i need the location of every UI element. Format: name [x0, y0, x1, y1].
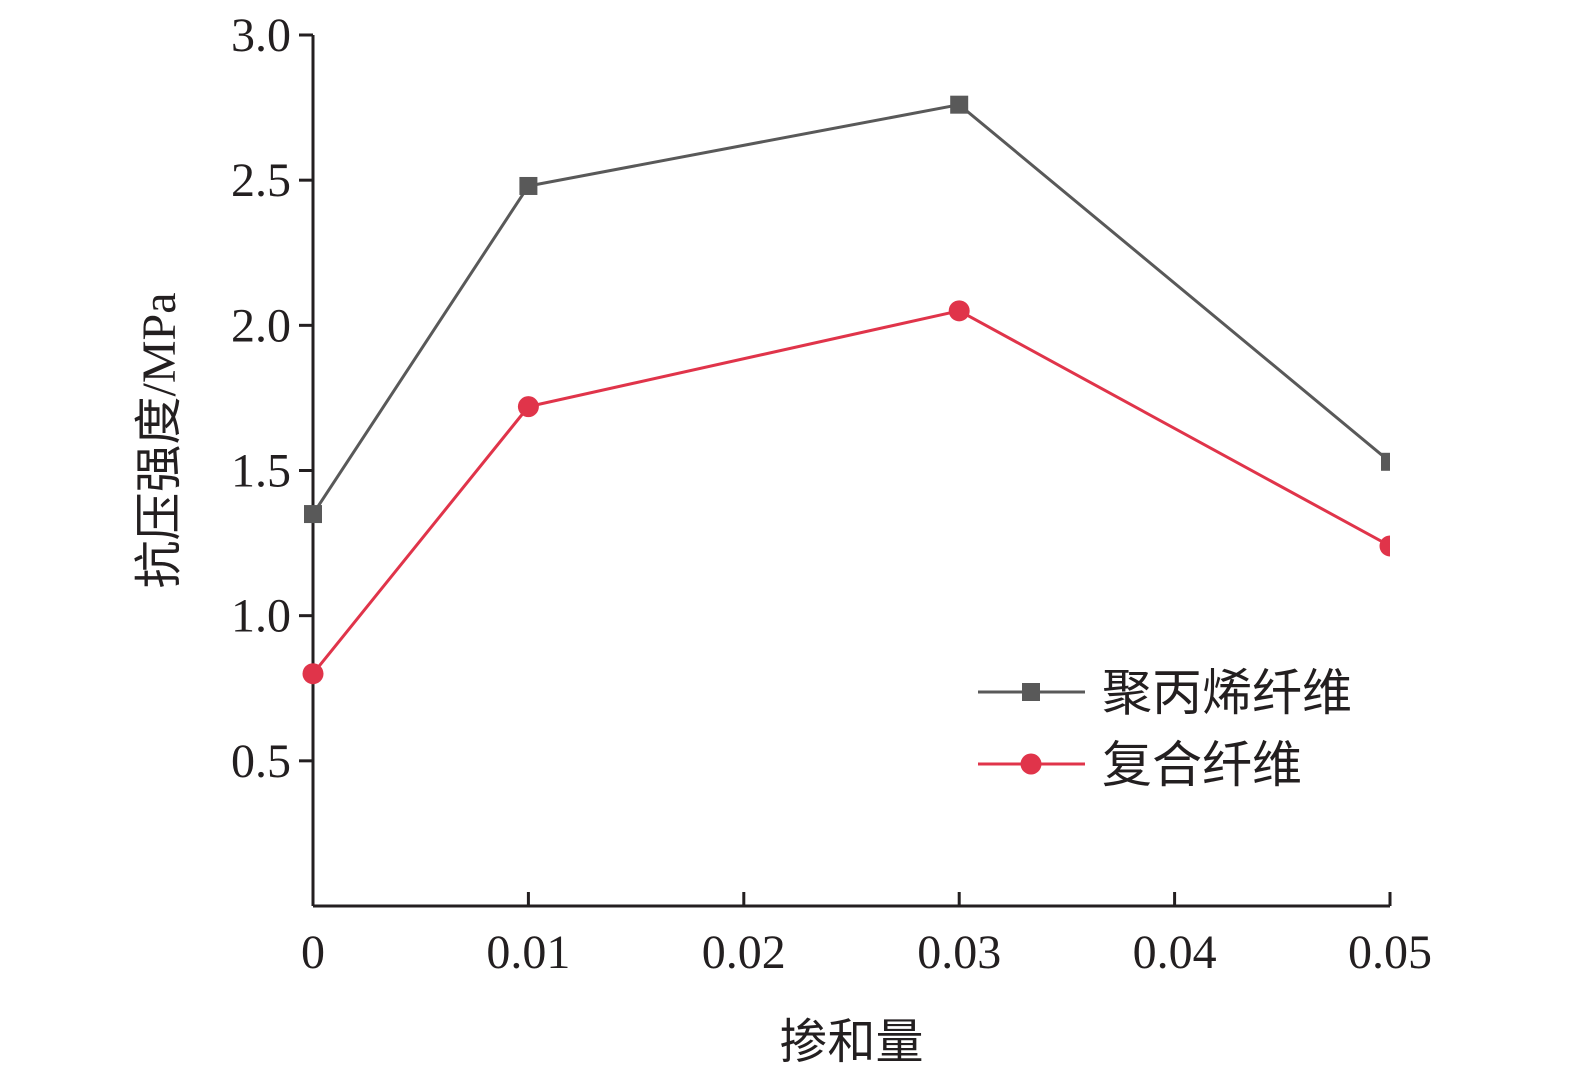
series-1 [304, 95, 1390, 524]
series-layer [302, 95, 1390, 685]
y-tick-label: 1.5 [231, 445, 291, 498]
legend-swatch-marker [1020, 753, 1042, 775]
x-tick-label: 0.01 [486, 926, 570, 979]
x-ticks: 0 0.01 0.02 0.03 0.04 0.05 [301, 892, 1432, 979]
y-tick-label: 1.0 [231, 590, 291, 643]
series-2 [302, 300, 1390, 685]
data-point [519, 176, 538, 195]
y-tick-label: 3.0 [231, 9, 291, 62]
axes: 0.5 1.0 1.5 2.0 2.5 3.0 0 0.01 0.02 0.03 0.04 0.05 [231, 9, 1432, 979]
legend-label: 复合纤维 [1102, 737, 1302, 793]
data-point [1379, 535, 1390, 557]
data-point [302, 663, 324, 685]
y-ticks: 0.5 1.0 1.5 2.0 2.5 3.0 [231, 9, 313, 788]
x-tick-label: 0.02 [702, 926, 786, 979]
data-point [948, 300, 970, 322]
x-tick-label: 0.03 [917, 926, 1001, 979]
data-point [950, 95, 969, 114]
y-tick-label: 2.0 [231, 299, 291, 352]
data-point [517, 396, 539, 418]
series-line [311, 103, 1390, 515]
series-line [311, 309, 1390, 675]
legend-item: 复合纤维 [978, 737, 1302, 793]
data-point [1381, 452, 1390, 471]
x-tick-label: 0.04 [1133, 926, 1217, 979]
y-tick-label: 0.5 [231, 735, 291, 788]
data-point [304, 505, 322, 524]
x-tick-label: 0.05 [1348, 926, 1432, 979]
legend-label: 聚丙烯纤维 [1102, 665, 1352, 721]
x-tick-label: 0 [301, 926, 325, 979]
y-axis-title: 抗压强度/MPa [133, 292, 186, 588]
legend-item: 聚丙烯纤维 [978, 665, 1352, 721]
legend-swatch-marker [1022, 683, 1040, 701]
x-axis-title: 掺和量 [779, 1016, 923, 1069]
y-tick-label: 2.5 [231, 154, 291, 207]
